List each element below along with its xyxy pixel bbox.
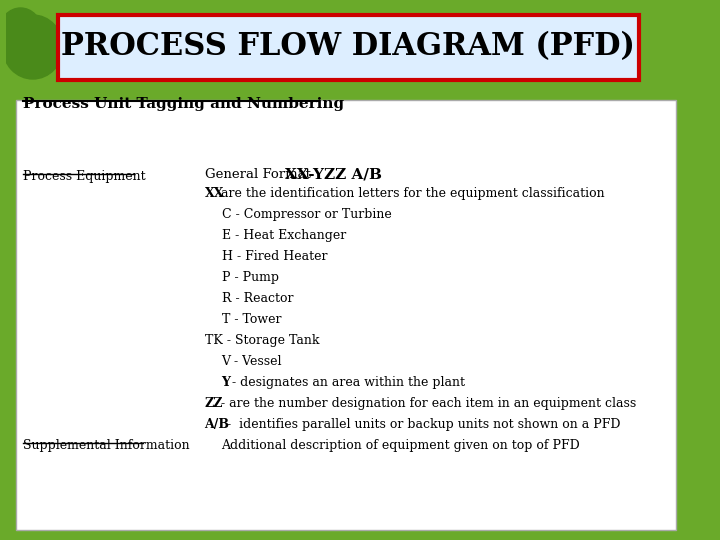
Text: - designates an area within the plant: - designates an area within the plant [228,376,464,389]
Text: - are the number designation for each item in an equipment class: - are the number designation for each it… [217,397,636,410]
Text: T - Tower: T - Tower [222,313,281,326]
Text: -  identifies parallel units or backup units not shown on a PFD: - identifies parallel units or backup un… [223,418,621,431]
Circle shape [0,8,41,52]
Text: ZZ: ZZ [204,397,223,410]
Text: H - Fired Heater: H - Fired Heater [222,250,327,263]
Text: are the identification letters for the equipment classification: are the identification letters for the e… [217,187,605,200]
Text: XX-YZZ A/B: XX-YZZ A/B [285,168,382,182]
Text: A/B: A/B [204,418,230,431]
Text: Y: Y [222,376,230,389]
Text: V - Vessel: V - Vessel [222,355,282,368]
Text: Additional description of equipment given on top of PFD: Additional description of equipment give… [222,439,580,452]
Text: P - Pump: P - Pump [222,271,279,284]
Circle shape [3,15,63,79]
Text: C - Compressor or Turbine: C - Compressor or Turbine [222,208,392,221]
Text: Supplemental Information: Supplemental Information [23,439,190,452]
Text: E - Heat Exchanger: E - Heat Exchanger [222,229,346,242]
Text: XX: XX [204,187,224,200]
Text: TK - Storage Tank: TK - Storage Tank [204,334,319,347]
Text: PROCESS FLOW DIAGRAM (PFD): PROCESS FLOW DIAGRAM (PFD) [61,31,635,63]
Text: Process Equipment: Process Equipment [23,170,146,183]
Text: General Format: General Format [204,168,315,181]
Text: R - Reactor: R - Reactor [222,292,293,305]
Text: Process Unit Tagging and Numbering: Process Unit Tagging and Numbering [23,97,344,111]
FancyBboxPatch shape [16,100,677,530]
FancyBboxPatch shape [58,15,639,80]
